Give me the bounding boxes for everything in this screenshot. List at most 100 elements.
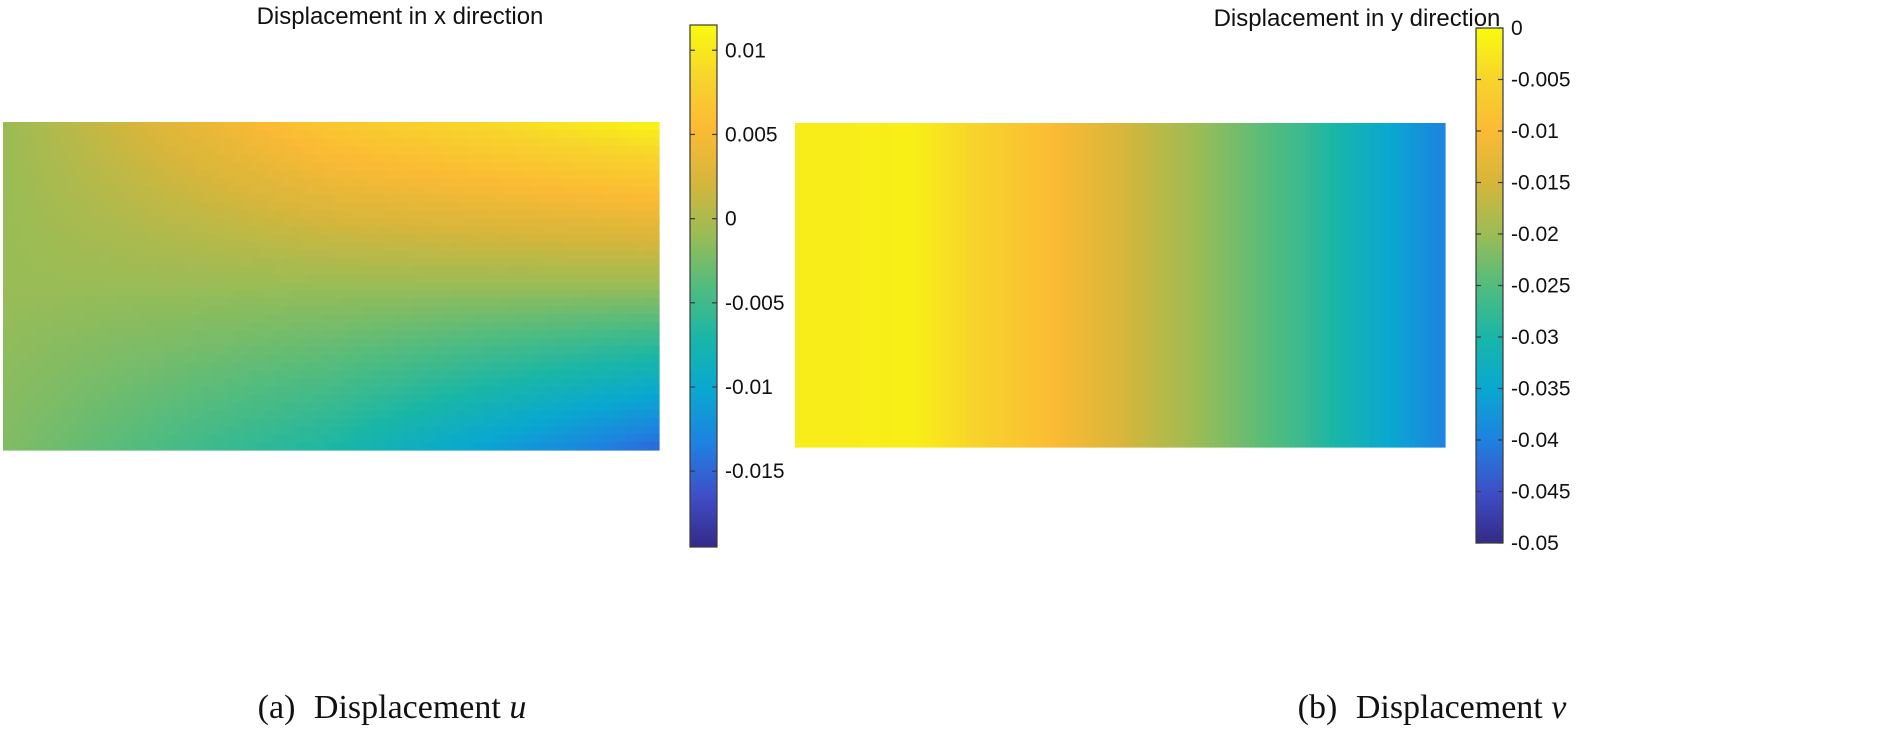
heatmap-cell — [411, 330, 420, 339]
heatmap-cell — [499, 386, 508, 395]
heatmap-cell — [435, 194, 444, 203]
heatmap-cell — [651, 402, 660, 411]
heatmap-cell — [355, 258, 364, 267]
heatmap-cell — [635, 370, 644, 379]
heatmap-cell — [355, 210, 364, 219]
heatmap-cell — [171, 378, 180, 387]
heatmap-cell — [571, 362, 580, 371]
heatmap-cell — [155, 146, 164, 155]
heatmap-cell — [555, 242, 564, 251]
heatmap-cell — [11, 162, 20, 171]
heatmap-cell — [187, 426, 196, 435]
heatmap-cell — [379, 442, 388, 451]
heatmap-cell — [67, 354, 76, 363]
heatmap-cell — [155, 282, 164, 291]
heatmap-cell — [147, 234, 156, 243]
heatmap-cell — [291, 218, 300, 227]
heatmap-cell — [1360, 123, 1366, 448]
heatmap-cell — [419, 178, 428, 187]
heatmap-cell — [627, 402, 636, 411]
heatmap-cell — [291, 130, 300, 139]
heatmap-cell — [347, 194, 356, 203]
heatmap-cell — [483, 170, 492, 179]
heatmap-cell — [347, 146, 356, 155]
heatmap-cell — [571, 314, 580, 323]
heatmap-cell — [611, 274, 620, 283]
heatmap-cell — [1205, 123, 1211, 448]
heatmap-cell — [595, 266, 604, 275]
heatmap-cell — [99, 386, 108, 395]
heatmap-cell — [411, 250, 420, 259]
heatmap-cell — [315, 442, 324, 451]
heatmap-cell — [299, 130, 308, 139]
heatmap-cell — [147, 210, 156, 219]
heatmap-cell — [323, 122, 332, 131]
heatmap-cell — [83, 154, 92, 163]
heatmap-cell — [67, 218, 76, 227]
heatmap-cell — [491, 170, 500, 179]
heatmap-cell — [363, 162, 372, 171]
heatmap-cell — [259, 154, 268, 163]
heatmap-cell — [435, 138, 444, 147]
heatmap-cell — [491, 346, 500, 355]
heatmap-cell — [315, 250, 324, 259]
heatmap-cell — [475, 186, 484, 195]
heatmap-cell — [27, 338, 36, 347]
heatmap-cell — [547, 194, 556, 203]
heatmap-cell — [211, 210, 220, 219]
heatmap-cell — [59, 394, 68, 403]
heatmap-cell — [123, 266, 132, 275]
heatmap-cell — [203, 250, 212, 259]
heatmap-cell — [131, 170, 140, 179]
heatmap-cell — [595, 418, 604, 427]
heatmap-cell — [603, 338, 612, 347]
heatmap-cell — [635, 218, 644, 227]
heatmap-cell — [467, 250, 476, 259]
heatmap-cell — [339, 394, 348, 403]
heatmap-cell — [499, 418, 508, 427]
heatmap-cell — [595, 122, 604, 131]
heatmap-cell — [275, 442, 284, 451]
heatmap-cell — [563, 386, 572, 395]
heatmap-cell — [1085, 123, 1091, 448]
heatmap-cell — [187, 250, 196, 259]
heatmap-cell — [627, 410, 636, 419]
heatmap-cell — [515, 442, 524, 451]
heatmap-cell — [627, 130, 636, 139]
heatmap-cell — [435, 242, 444, 251]
heatmap-cell — [467, 378, 476, 387]
heatmap-cell — [523, 434, 532, 443]
heatmap-cell — [115, 394, 124, 403]
heatmap-cell — [395, 138, 404, 147]
heatmap-cell — [627, 258, 636, 267]
heatmap-cell — [635, 274, 644, 283]
heatmap-cell — [123, 210, 132, 219]
heatmap-cell — [579, 290, 588, 299]
heatmap-cell — [43, 418, 52, 427]
heatmap-cell — [595, 170, 604, 179]
heatmap-cell — [347, 210, 356, 219]
heatmap-cell — [27, 290, 36, 299]
heatmap-cell — [83, 218, 92, 227]
heatmap-cell — [539, 274, 548, 283]
heatmap-cell — [91, 370, 100, 379]
heatmap-cell — [251, 386, 260, 395]
heatmap-cell — [131, 194, 140, 203]
heatmap-cell — [499, 266, 508, 275]
heatmap-cell — [523, 330, 532, 339]
heatmap-cell — [59, 298, 68, 307]
heatmap-cell — [123, 202, 132, 211]
heatmap-cell — [435, 178, 444, 187]
heatmap-cell — [595, 410, 604, 419]
heatmap-cell — [163, 298, 172, 307]
heatmap-cell — [219, 122, 228, 131]
heatmap-cell — [435, 234, 444, 243]
heatmap-cell — [443, 370, 452, 379]
heatmap-cell — [51, 146, 60, 155]
heatmap-cell — [155, 298, 164, 307]
heatmap-cell — [1295, 123, 1301, 448]
heatmap-cell — [99, 322, 108, 331]
heatmap-cell — [19, 362, 28, 371]
heatmap-cell — [531, 218, 540, 227]
heatmap-cell — [475, 266, 484, 275]
